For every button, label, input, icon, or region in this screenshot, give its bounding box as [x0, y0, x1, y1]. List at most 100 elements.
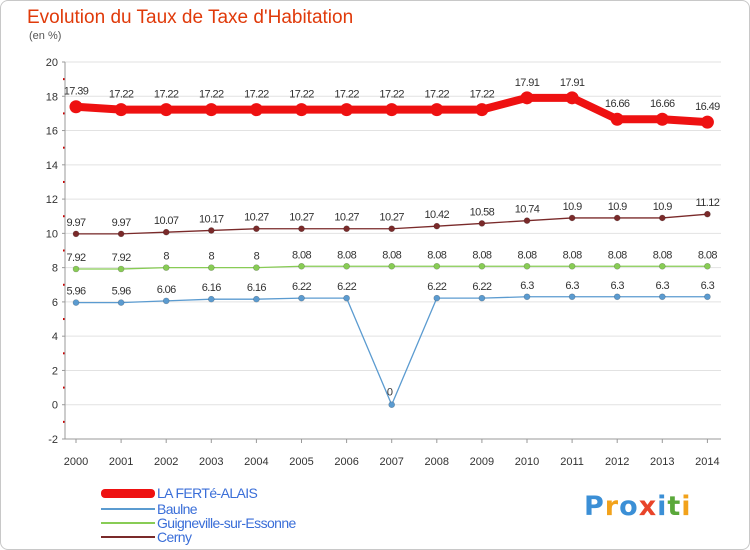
legend-swatch	[101, 508, 155, 510]
data-label: 6.3	[520, 280, 534, 292]
data-point	[69, 100, 83, 114]
data-label: 8.08	[292, 249, 311, 261]
data-label: 10.9	[653, 201, 672, 213]
data-point	[117, 299, 125, 306]
data-label: 6.06	[157, 284, 176, 296]
y-tick-label: 14	[46, 160, 58, 172]
data-point	[117, 265, 125, 273]
data-point	[343, 262, 350, 270]
data-label: 0	[387, 387, 393, 399]
data-point	[72, 230, 80, 238]
data-point	[478, 262, 486, 270]
data-label: 10.27	[244, 212, 269, 224]
y-minor-tick	[63, 78, 65, 81]
logo-letter: i	[657, 491, 668, 522]
data-label: 10.27	[379, 212, 404, 224]
x-tick-label: 2007	[379, 456, 403, 468]
y-minor-tick	[63, 215, 65, 218]
data-point	[340, 103, 354, 117]
data-label: 17.22	[289, 89, 314, 101]
data-label: 7.92	[66, 252, 85, 264]
data-point	[385, 103, 399, 117]
data-point	[114, 103, 128, 117]
data-point	[523, 217, 531, 224]
data-point	[388, 262, 396, 270]
x-tick-label: 2010	[515, 456, 539, 468]
grid-lines	[65, 61, 721, 440]
data-label: 7.92	[112, 252, 131, 264]
data-label: 16.66	[605, 98, 630, 110]
data-label: 17.22	[244, 89, 269, 101]
logo-letter: t	[667, 491, 682, 522]
data-point	[117, 230, 125, 238]
data-label: 10.27	[334, 212, 359, 224]
legend-item-cerny[interactable]: Cerny	[101, 529, 192, 545]
data-point	[704, 262, 711, 270]
x-tick-label: 2000	[64, 456, 88, 468]
y-tick-label: 0	[52, 400, 58, 412]
legend-item-la-ferte-alais[interactable]: LA FERTé-ALAIS	[101, 485, 258, 501]
data-label: 10.07	[154, 215, 179, 227]
data-point	[343, 225, 350, 233]
data-point	[388, 225, 396, 233]
data-point	[478, 294, 486, 302]
data-label: 16.49	[695, 101, 720, 113]
data-point	[658, 293, 666, 301]
data-label: 10.17	[199, 213, 224, 225]
data-point	[700, 115, 714, 129]
data-point	[159, 103, 173, 117]
y-minor-tick	[63, 146, 65, 149]
proxiti-logo: Proxiti	[584, 491, 692, 522]
data-point	[568, 293, 576, 301]
data-label: 10.42	[425, 209, 450, 221]
data-point	[298, 225, 305, 233]
data-label: 17.22	[425, 89, 450, 101]
data-point	[298, 262, 305, 270]
data-point	[613, 214, 621, 222]
data-label: 17.22	[154, 89, 179, 101]
y-tick-label: 16	[46, 126, 58, 138]
data-point	[208, 295, 215, 303]
logo-letter: o	[619, 491, 639, 522]
legend-label: Baulne	[157, 501, 198, 517]
legend-item-baulne[interactable]: Baulne	[101, 501, 198, 517]
y-tick-label: 4	[52, 331, 58, 343]
y-tick-label: 6	[52, 297, 58, 309]
x-tick-label: 2011	[560, 456, 584, 468]
legend-swatch	[101, 536, 155, 538]
logo-letter: r	[604, 491, 620, 522]
data-label: 8.08	[382, 249, 401, 261]
data-label: 8.08	[563, 249, 582, 261]
data-label: 5.96	[66, 286, 85, 298]
data-label: 17.22	[379, 89, 404, 101]
data-point	[162, 228, 170, 236]
data-label: 17.22	[470, 89, 495, 101]
data-label: 8	[254, 251, 260, 263]
data-label: 17.91	[515, 77, 540, 89]
data-point	[208, 227, 215, 234]
data-point	[298, 294, 305, 302]
x-tick-label: 2008	[425, 456, 449, 468]
legend-item-guigneville-sur-essonne[interactable]: Guigneville-sur-Essonne	[101, 515, 296, 531]
data-label: 8.08	[608, 249, 627, 261]
data-label: 8.08	[472, 249, 491, 261]
y-tick-label: 8	[52, 263, 58, 275]
x-tick-label: 2012	[605, 456, 629, 468]
y-tick-label: -2	[48, 434, 58, 446]
data-label: 6.22	[427, 281, 446, 293]
data-point	[162, 297, 170, 305]
data-point	[253, 295, 260, 303]
y-tick-label: 18	[46, 91, 58, 103]
data-point	[613, 293, 621, 301]
data-label: 6.16	[247, 282, 266, 294]
logo-letter: i	[681, 491, 692, 522]
data-point	[249, 103, 263, 117]
data-point	[295, 103, 308, 117]
y-minor-tick	[63, 283, 65, 286]
x-tick-label: 2013	[650, 456, 674, 468]
data-label: 8	[163, 251, 169, 263]
y-tick-label: 10	[46, 228, 58, 240]
data-point	[704, 210, 711, 218]
data-labels: 9.97 9.97 10.07 10.17 10.27 10.27 10.27 10.27 10…	[64, 77, 721, 399]
